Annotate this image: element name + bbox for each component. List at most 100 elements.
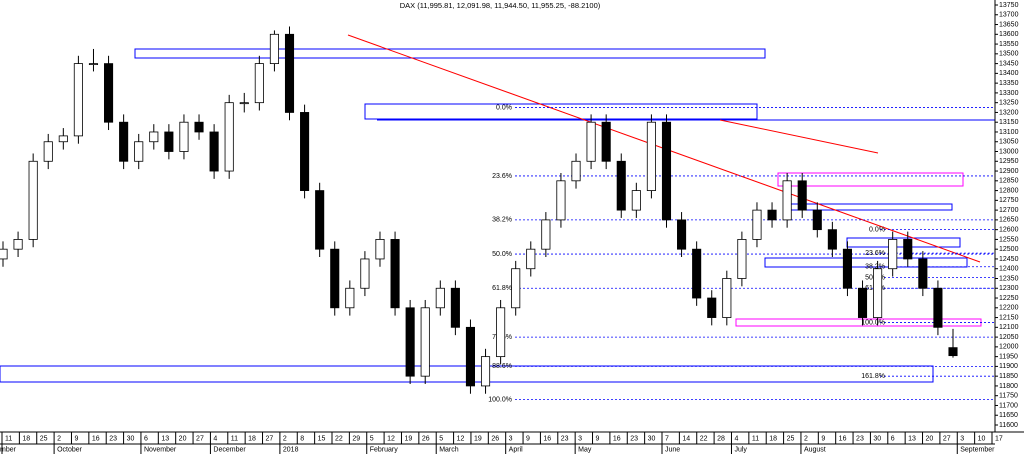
x-tick-label: 17 bbox=[995, 435, 1003, 442]
x-tick-label: 4 bbox=[213, 435, 217, 442]
y-tick-label: 12600 bbox=[999, 226, 1019, 233]
x-month-label: December bbox=[213, 446, 246, 453]
x-tick-label: 19 bbox=[474, 435, 482, 442]
candle-body bbox=[465, 326, 476, 387]
y-tick-label: 12650 bbox=[999, 217, 1019, 224]
y-tick-label: 11950 bbox=[999, 353, 1018, 360]
x-tick-label: 18 bbox=[769, 435, 777, 442]
x-tick-label: 3 bbox=[509, 435, 513, 442]
fib-label: 23.6% bbox=[865, 250, 885, 257]
x-tick-label: 9 bbox=[821, 435, 825, 442]
candle-body bbox=[571, 160, 581, 182]
x-tick-label: 27 bbox=[266, 435, 274, 442]
x-tick-label: 26 bbox=[491, 435, 499, 442]
x-tick-label: 9 bbox=[74, 435, 78, 442]
x-tick-label: 9 bbox=[526, 435, 530, 442]
candle-body bbox=[480, 356, 491, 387]
y-tick-label: 12050 bbox=[999, 334, 1019, 341]
y-tick-label: 13050 bbox=[999, 139, 1019, 146]
y-tick-label: 12900 bbox=[999, 168, 1019, 175]
y-tick-label: 13650 bbox=[999, 21, 1019, 28]
y-tick-label: 11900 bbox=[999, 363, 1018, 370]
x-month-label: April bbox=[509, 446, 523, 453]
fib-label: 38.2% bbox=[865, 264, 885, 271]
candle-body bbox=[284, 33, 295, 113]
y-tick-label: 11800 bbox=[999, 383, 1018, 390]
y-tick-label: 13350 bbox=[999, 80, 1019, 87]
x-tick-label: 20 bbox=[926, 435, 934, 442]
y-tick-label: 11850 bbox=[999, 373, 1018, 380]
y-tick-label: 11650 bbox=[999, 412, 1018, 419]
candle-body bbox=[405, 307, 415, 377]
zone-box bbox=[777, 172, 964, 187]
candle-body bbox=[149, 131, 159, 143]
candle-body bbox=[58, 135, 68, 143]
x-tick-label: 12 bbox=[387, 435, 395, 442]
candle-body bbox=[782, 180, 792, 221]
candle-body bbox=[842, 248, 852, 289]
x-tick-label: 12 bbox=[457, 435, 465, 442]
x-tick-label: 11 bbox=[752, 435, 759, 442]
x-tick-label: 29 bbox=[352, 435, 360, 442]
x-tick-label: 30 bbox=[648, 435, 656, 442]
candle-body bbox=[224, 102, 234, 172]
x-month-label: 2018 bbox=[283, 446, 299, 453]
x-tick-label: 19 bbox=[404, 435, 412, 442]
y-tick-label: 13400 bbox=[999, 70, 1019, 77]
y-tick-label: 13550 bbox=[999, 41, 1019, 48]
x-tick-label: 20 bbox=[179, 435, 187, 442]
x-tick-label: 11 bbox=[231, 435, 238, 442]
candle-body bbox=[300, 112, 310, 191]
y-tick-label: 13450 bbox=[999, 60, 1019, 67]
y-tick-label: 12350 bbox=[999, 275, 1019, 282]
candle-body bbox=[631, 190, 641, 211]
candle-body bbox=[918, 258, 928, 289]
fib-label: 23.6% bbox=[492, 173, 512, 180]
candle-body bbox=[541, 219, 551, 250]
candle-body bbox=[812, 209, 822, 231]
candle-body bbox=[390, 239, 400, 309]
x-tick-label: 18 bbox=[248, 435, 256, 442]
x-tick-label: 27 bbox=[943, 435, 951, 442]
x-tick-label: 3 bbox=[578, 435, 582, 442]
candle-body bbox=[616, 160, 626, 211]
candle-body bbox=[43, 141, 53, 162]
x-tick-label: 23 bbox=[109, 435, 117, 442]
y-tick-label: 13750 bbox=[999, 2, 1019, 9]
y-tick-label: 13100 bbox=[999, 129, 1019, 136]
x-tick-label: 8 bbox=[300, 435, 304, 442]
x-tick-label: 4 bbox=[734, 435, 738, 442]
x-tick-label: 9 bbox=[596, 435, 600, 442]
x-tick-label: 6 bbox=[144, 435, 148, 442]
y-tick-label: 12500 bbox=[999, 246, 1019, 253]
y-tick-label: 12950 bbox=[999, 158, 1019, 165]
candle-body bbox=[73, 63, 83, 137]
x-tick-label: 16 bbox=[613, 435, 621, 442]
x-month-label: August bbox=[804, 446, 826, 453]
y-tick-label: 12700 bbox=[999, 207, 1019, 214]
x-tick-label: 5 bbox=[439, 435, 443, 442]
x-tick-label: 25 bbox=[40, 435, 48, 442]
y-tick-label: 12100 bbox=[999, 324, 1019, 331]
fib-label: 50.0% bbox=[492, 251, 512, 258]
x-month-label: October bbox=[57, 446, 83, 453]
y-tick-label: 12250 bbox=[999, 295, 1019, 302]
x-tick-label: 2 bbox=[283, 435, 287, 442]
x-tick-label: 18 bbox=[22, 435, 30, 442]
x-tick-label: 5 bbox=[370, 435, 374, 442]
chart-title: DAX (11,995.81, 12,091.98, 11,944.50, 11… bbox=[400, 1, 601, 10]
zone-box bbox=[364, 103, 758, 120]
candle-body bbox=[888, 239, 898, 270]
fib-label: 0.0% bbox=[869, 226, 885, 233]
candle-body bbox=[13, 239, 23, 250]
candle-body bbox=[435, 287, 445, 309]
y-tick-label: 12400 bbox=[999, 266, 1019, 273]
x-tick-label: 25 bbox=[787, 435, 795, 442]
x-month-label: mber bbox=[0, 446, 17, 453]
x-tick-label: 23 bbox=[561, 435, 569, 442]
candle-body bbox=[330, 248, 340, 309]
candle-body bbox=[269, 33, 279, 65]
fib-label: 61.8% bbox=[492, 285, 512, 292]
trend-line bbox=[719, 119, 879, 154]
